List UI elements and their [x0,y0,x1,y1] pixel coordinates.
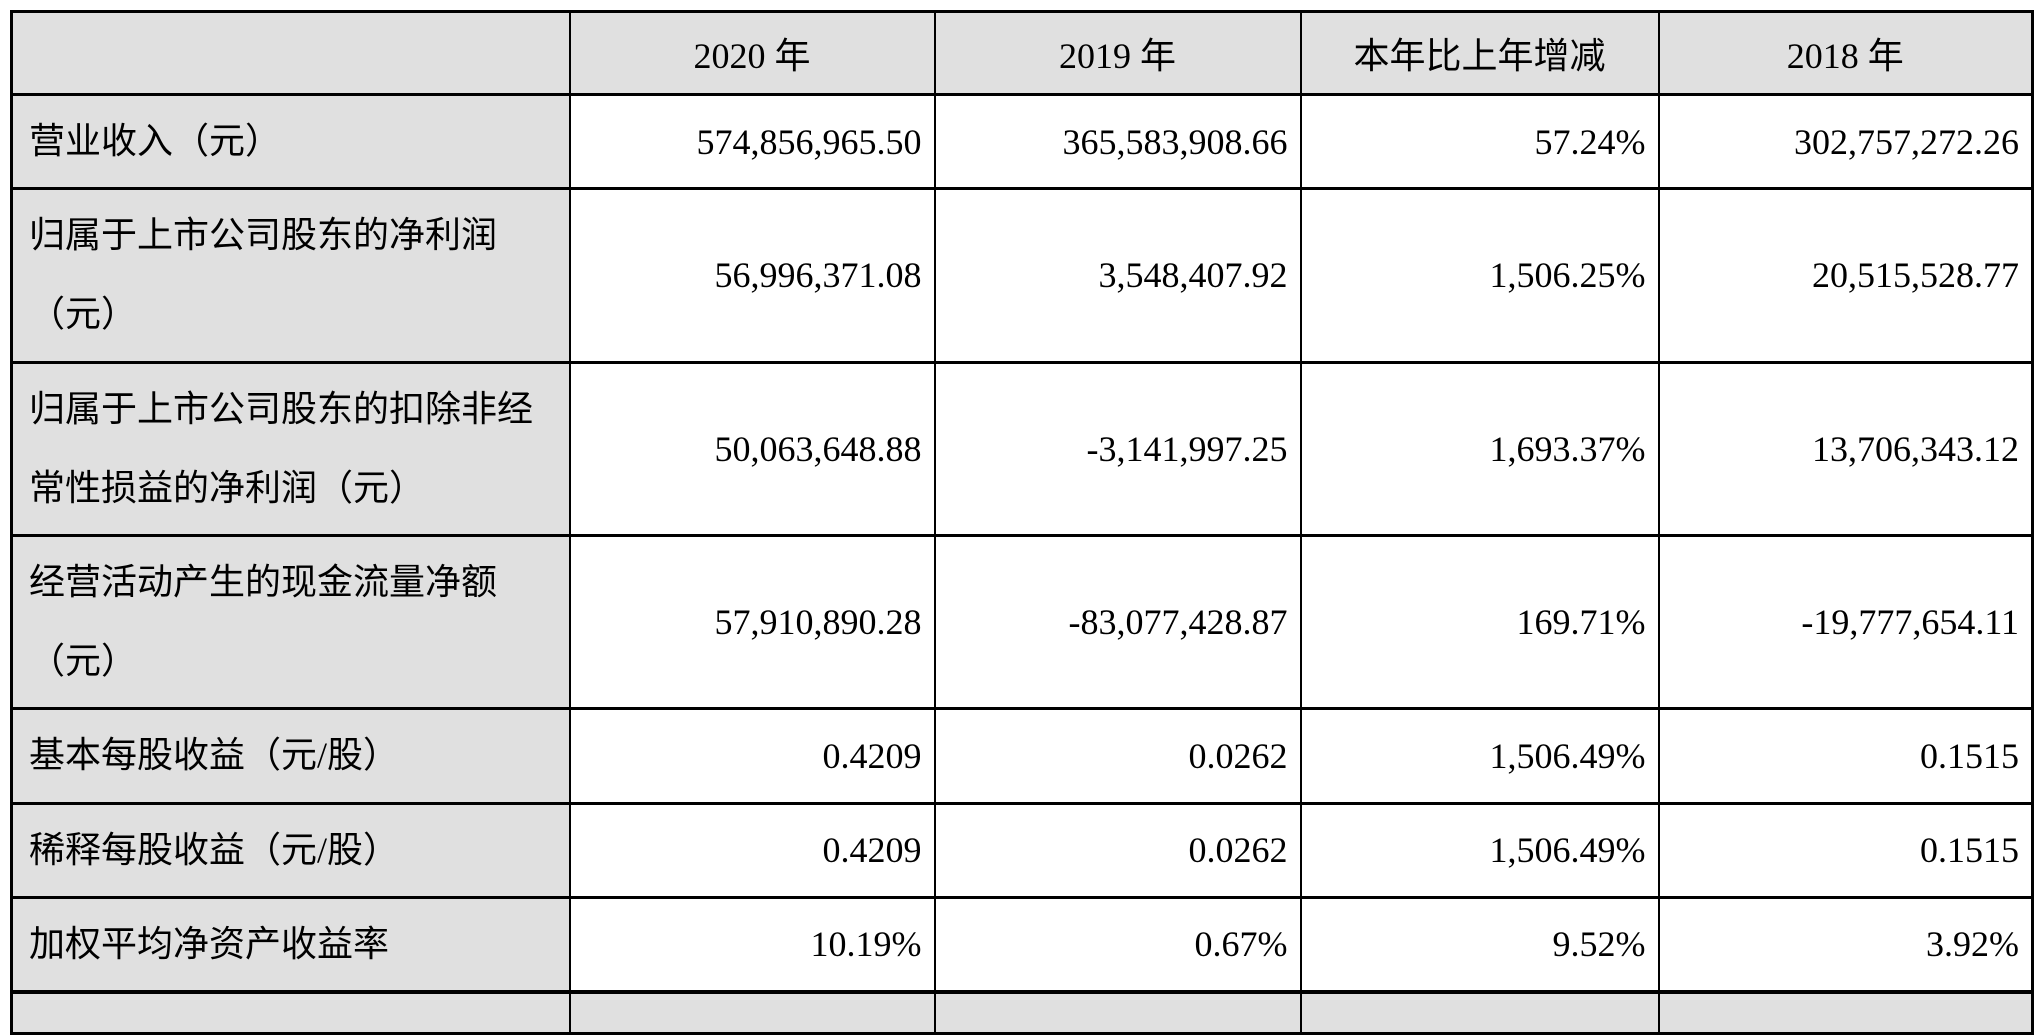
data-cell: 574,856,965.50 [568,92,936,191]
data-cell: 3.92% [1657,895,2034,994]
partial-row-cell [933,990,1302,1035]
partial-row-cell [1299,990,1660,1035]
table-row-diluted-eps: 稀释每股收益（元/股） 0.4209 0.0262 1,506.49% 0.15… [10,801,2034,899]
column-header-2018: 2018 年 [1657,10,2034,96]
row-label-cell: 经营活动产生的现金流量净额 （元） [10,533,571,711]
data-cell: 1,506.25% [1299,187,1660,364]
table-row-partial-clipped [10,990,2034,1035]
data-cell: 1,506.49% [1299,707,1660,805]
table-row-operating-cash-flow: 经营活动产生的现金流量净额 （元） 57,910,890.28 -83,077,… [10,533,2034,711]
data-cell: -3,141,997.25 [933,360,1302,537]
header-row: 2020 年 2019 年 本年比上年增减 2018 年 [10,10,2034,96]
data-cell: 20,515,528.77 [1657,187,2034,364]
data-cell: 0.4209 [568,707,936,805]
partial-row-cell [568,990,936,1035]
data-cell: 9.52% [1299,895,1660,994]
data-cell: 302,757,272.26 [1657,92,2034,191]
data-cell: 0.0262 [933,707,1302,805]
data-cell: 0.0262 [933,801,1302,899]
data-cell: 1,506.49% [1299,801,1660,899]
column-header-yoy-change: 本年比上年增减 [1299,10,1660,96]
data-cell: 57,910,890.28 [568,533,936,711]
row-label-cell: 营业收入（元） [10,92,571,191]
row-label-cell: 稀释每股收益（元/股） [10,801,571,899]
corner-header-cell [10,10,571,96]
data-cell: 0.1515 [1657,707,2034,805]
data-cell: 13,706,343.12 [1657,360,2034,537]
data-cell: 3,548,407.92 [933,187,1302,364]
data-cell: 50,063,648.88 [568,360,936,537]
table-row-operating-revenue: 营业收入（元） 574,856,965.50 365,583,908.66 57… [10,92,2034,191]
column-header-2020: 2020 年 [568,10,936,96]
table-row-net-profit: 归属于上市公司股东的净利润 （元） 56,996,371.08 3,548,40… [10,187,2034,364]
data-cell: 365,583,908.66 [933,92,1302,191]
data-cell: 169.71% [1299,533,1660,711]
row-label-cell: 归属于上市公司股东的净利润 （元） [10,187,571,364]
row-label-cell: 基本每股收益（元/股） [10,707,571,805]
data-cell: -83,077,428.87 [933,533,1302,711]
table-header: 2020 年 2019 年 本年比上年增减 2018 年 [10,10,2034,96]
financial-summary-table: 2020 年 2019 年 本年比上年增减 2018 年 营业收入（元） 574… [10,10,2034,1035]
row-label-cell: 加权平均净资产收益率 [10,895,571,994]
data-cell: 10.19% [568,895,936,994]
table-body: 营业收入（元） 574,856,965.50 365,583,908.66 57… [10,92,2034,1035]
data-cell: 56,996,371.08 [568,187,936,364]
table-row-net-profit-excl-nonrecurring: 归属于上市公司股东的扣除非经 常性损益的净利润（元） 50,063,648.88… [10,360,2034,537]
column-header-2019: 2019 年 [933,10,1302,96]
partial-row-cell [1657,990,2034,1035]
data-cell: 57.24% [1299,92,1660,191]
data-cell: 0.4209 [568,801,936,899]
data-cell: -19,777,654.11 [1657,533,2034,711]
data-cell: 1,693.37% [1299,360,1660,537]
table-row-weighted-average-roe: 加权平均净资产收益率 10.19% 0.67% 9.52% 3.92% [10,895,2034,994]
table-row-basic-eps: 基本每股收益（元/股） 0.4209 0.0262 1,506.49% 0.15… [10,707,2034,805]
data-cell: 0.1515 [1657,801,2034,899]
partial-row-cell [10,990,571,1035]
data-cell: 0.67% [933,895,1302,994]
row-label-cell: 归属于上市公司股东的扣除非经 常性损益的净利润（元） [10,360,571,537]
